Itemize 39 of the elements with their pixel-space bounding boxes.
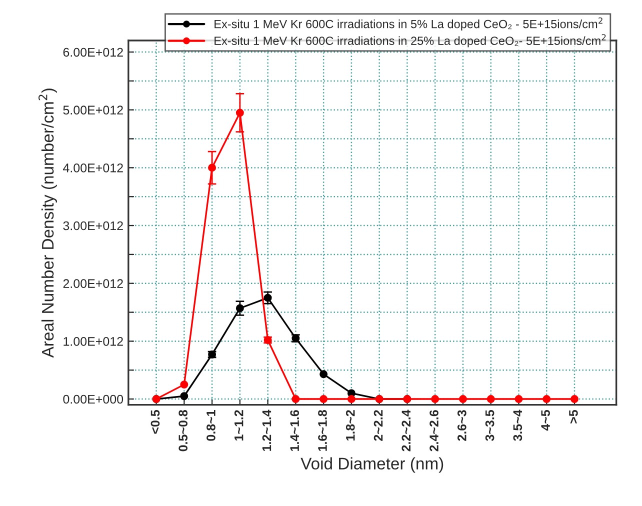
y-tick-label: 1.00E+012	[64, 336, 123, 346]
point	[347, 395, 356, 404]
point	[320, 370, 328, 378]
x-tick-label: 1.6~1.8	[318, 410, 327, 451]
point	[320, 395, 328, 404]
y-tick-label: 2.00E+012	[63, 279, 123, 288]
x-tick-label: 3~3.5	[485, 410, 494, 441]
x-tick-label: 2.2~2.4	[402, 410, 410, 452]
x-tick-label: 1.4~1.6	[290, 410, 300, 451]
point	[431, 395, 440, 404]
point	[486, 395, 495, 404]
x-tick-label: 4~5	[541, 410, 550, 431]
y-tick-label: 3.00E+012	[63, 221, 123, 230]
y-tick-label: 5.00E+012	[63, 106, 123, 115]
legend-label: Ex-situ 1 MeV Kr 600C irradiations in 5% La doped CeO₂ - 5E+15ions/cm$^{2}$	[214, 17, 602, 31]
point	[514, 395, 523, 404]
point	[570, 395, 578, 404]
y-tick-label: 6.00E+012	[63, 48, 123, 57]
x-tick-label: 1.2~1.4	[262, 410, 272, 451]
point	[458, 395, 467, 404]
x-tick-label: 1~1.2	[234, 410, 244, 440]
x-tick-label: <0.5	[150, 410, 160, 434]
x-tick-label: 3.5~4	[513, 410, 522, 441]
point	[292, 395, 300, 404]
x-tick-label: 2.6~3	[457, 410, 466, 441]
point	[542, 395, 551, 404]
x-tick-label: >5	[569, 410, 578, 424]
y-tick-label: 4.00E+012	[63, 164, 123, 172]
x-tick-label: 2.4~2.6	[430, 410, 438, 452]
point	[180, 380, 188, 389]
x-axis-title: Void Diameter (nm)	[300, 457, 444, 473]
x-tick-label: 0.5~0.8	[178, 410, 188, 452]
y-tick-label: 0.00E+000	[63, 394, 124, 404]
point	[180, 392, 188, 400]
x-tick-label: 0.8~1	[206, 410, 216, 441]
x-tick-label: 2~2.2	[374, 410, 383, 441]
x-tick-label: 1.8~2	[346, 410, 355, 440]
legend-label: Ex-situ 1 MeV Kr 600C irradiations in 25% La doped CeO₂- 5E+15ions/cm$^{2}$	[214, 34, 606, 48]
y-axis-title: Areal Number Density (number/cm$^{2}$)	[38, 88, 57, 358]
